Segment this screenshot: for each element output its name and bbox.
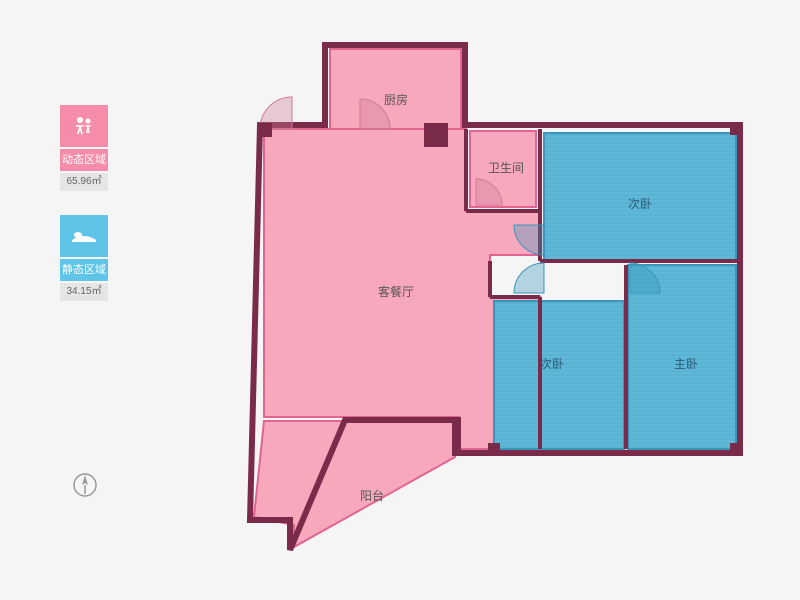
legend-dynamic-value: 65.96㎡ bbox=[60, 173, 108, 191]
bed-icon bbox=[70, 226, 98, 246]
wall-marker bbox=[258, 123, 272, 137]
compass-icon bbox=[72, 472, 98, 498]
legend-dynamic-icon bbox=[60, 105, 108, 147]
floorplan: 厨房卫生间客餐厅阳台次卧次卧主卧 bbox=[210, 25, 750, 590]
room-balcony bbox=[254, 421, 455, 547]
legend-static-value: 34.15㎡ bbox=[60, 283, 108, 301]
legend-panel: 动态区域 65.96㎡ 静态区域 34.15㎡ bbox=[60, 105, 108, 325]
wall-marker bbox=[488, 443, 500, 455]
room-kitchen bbox=[330, 49, 461, 131]
wall-marker bbox=[730, 443, 742, 455]
people-icon bbox=[72, 114, 96, 138]
legend-dynamic-label: 动态区域 bbox=[60, 149, 108, 171]
room-bedroom2a bbox=[544, 133, 736, 261]
wall-marker bbox=[730, 123, 742, 135]
wall-marker bbox=[424, 123, 448, 147]
room-bedroom2b bbox=[494, 301, 624, 449]
legend-static-label: 静态区域 bbox=[60, 259, 108, 281]
door-arc bbox=[514, 263, 544, 293]
legend-static-icon bbox=[60, 215, 108, 257]
